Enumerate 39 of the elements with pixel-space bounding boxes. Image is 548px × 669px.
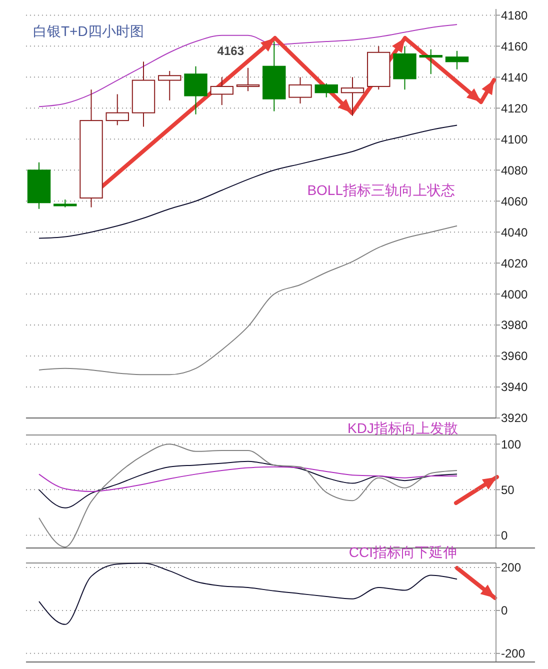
candlestick	[184, 66, 208, 115]
annotation: KDJ指标向上发散	[348, 420, 458, 436]
annotation: 4163	[217, 44, 244, 58]
y-tick-label: 4180	[501, 8, 528, 22]
candlestick	[445, 50, 469, 70]
candlestick	[419, 48, 442, 75]
y-tick-label: -200	[501, 646, 526, 661]
y-tick-label: 4020	[501, 256, 528, 270]
y-tick-label: 50	[501, 482, 515, 497]
y-tick-label: 4100	[501, 132, 528, 146]
annotation: CCI指标向下延伸	[348, 544, 457, 560]
annotation: BOLL指标三轨向上状态	[307, 182, 455, 198]
y-tick-label: 4060	[501, 194, 528, 208]
y-tick-label: 3920	[501, 411, 528, 426]
y-tick-label: 4140	[501, 70, 528, 84]
y-tick-label: 4000	[501, 287, 528, 302]
line-series	[38, 124, 458, 239]
line-series	[38, 225, 458, 376]
y-tick-label: 4040	[501, 225, 528, 240]
line-series	[38, 562, 458, 625]
y-tick-label: 0	[501, 604, 508, 618]
y-tick-label: 3940	[501, 380, 528, 394]
y-tick-label: 4080	[501, 163, 528, 178]
candlestick	[158, 70, 182, 101]
candlestick	[314, 82, 338, 98]
candlestick	[288, 76, 312, 104]
y-tick-label: 0	[501, 528, 508, 542]
candlestick	[106, 94, 129, 126]
y-tick-label: 3980	[501, 318, 528, 332]
y-tick-label: 100	[501, 437, 522, 452]
y-tick-label: 4160	[501, 39, 528, 54]
y-tick-label: 4120	[501, 101, 528, 116]
candlestick	[210, 76, 234, 106]
candlestick	[236, 67, 260, 92]
y-tick-label: 200	[501, 560, 522, 575]
text: 白银T+D四小时图	[33, 23, 144, 39]
line-series	[38, 460, 458, 508]
y-tick-label: 3960	[501, 349, 528, 364]
line-series	[38, 466, 458, 492]
